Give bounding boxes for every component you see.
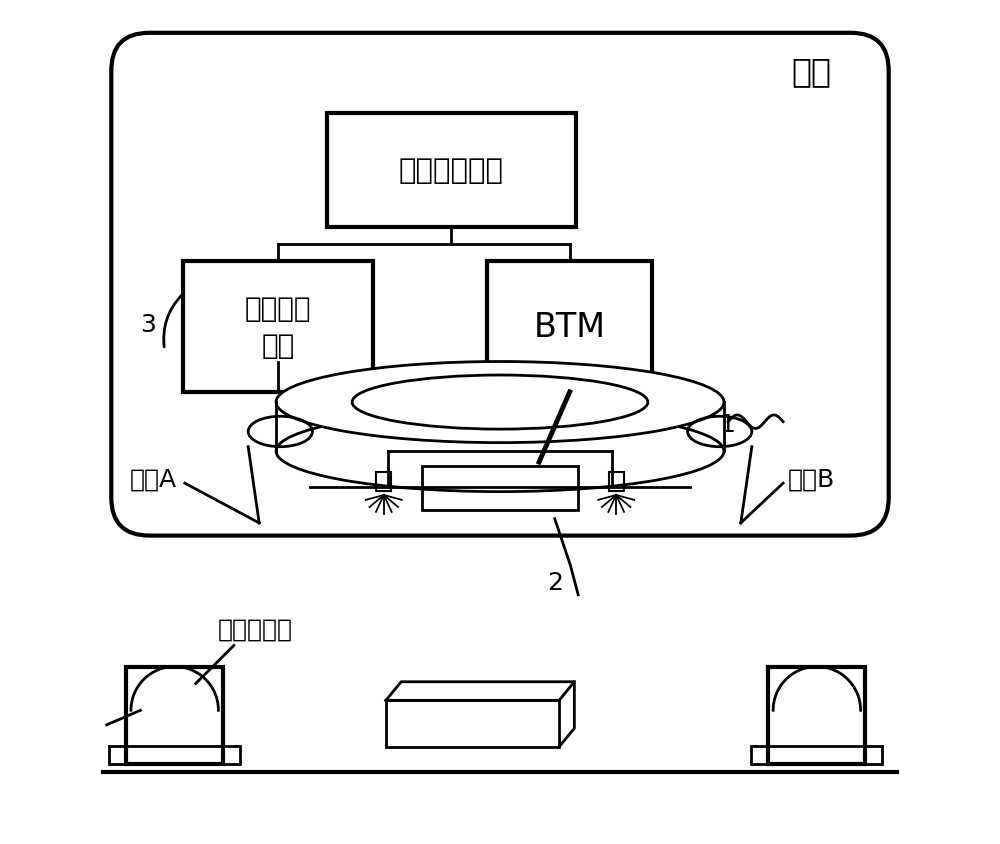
Bar (109, 746, 240, 764)
Bar (422, 467, 578, 511)
Bar (327, 114, 576, 228)
Text: 安全主处
理器: 安全主处 理器 (245, 295, 311, 360)
Text: 车载信号系统: 车载信号系统 (399, 157, 504, 185)
Text: 3: 3 (140, 313, 156, 337)
Text: 2: 2 (547, 571, 563, 594)
Text: BTM: BTM (534, 311, 606, 344)
Text: 钉轨与轨枕: 钉轨与轨枕 (217, 617, 292, 641)
Bar (386, 701, 559, 747)
Text: 车辆: 车辆 (792, 55, 832, 89)
Text: 相机A: 相机A (130, 468, 177, 491)
Bar (487, 262, 652, 392)
Bar (376, 473, 391, 491)
Bar (183, 262, 373, 392)
Bar (768, 667, 865, 764)
Bar (126, 667, 223, 764)
Bar (751, 746, 882, 764)
Text: 1: 1 (720, 413, 736, 436)
Bar (609, 473, 624, 491)
Ellipse shape (276, 362, 724, 443)
Text: 相机B: 相机B (787, 468, 835, 491)
